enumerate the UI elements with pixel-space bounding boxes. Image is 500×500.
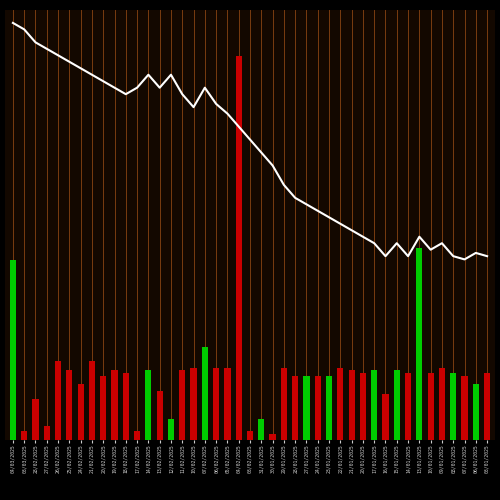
Bar xyxy=(122,372,129,440)
Bar xyxy=(100,376,106,440)
Bar xyxy=(428,372,434,440)
Bar xyxy=(337,368,344,440)
Bar xyxy=(21,430,28,440)
Bar xyxy=(66,370,72,440)
Bar xyxy=(247,430,253,440)
Bar xyxy=(439,368,445,440)
Bar xyxy=(258,419,264,440)
Bar xyxy=(304,376,310,440)
Bar xyxy=(78,384,84,440)
Bar xyxy=(472,384,479,440)
Bar xyxy=(146,370,152,440)
Bar xyxy=(462,376,468,440)
Bar xyxy=(326,376,332,440)
Bar xyxy=(292,376,298,440)
Bar xyxy=(484,372,490,440)
Bar xyxy=(314,376,321,440)
Bar xyxy=(213,368,219,440)
Bar xyxy=(202,347,208,440)
Bar xyxy=(236,56,242,440)
Bar xyxy=(112,370,117,440)
Bar xyxy=(450,372,456,440)
Bar xyxy=(32,400,38,440)
Bar xyxy=(224,368,230,440)
Bar xyxy=(394,370,400,440)
Bar xyxy=(134,430,140,440)
Bar xyxy=(89,361,95,440)
Bar xyxy=(55,361,61,440)
Bar xyxy=(371,370,378,440)
Bar xyxy=(281,368,287,440)
Bar xyxy=(168,419,174,440)
Bar xyxy=(348,370,354,440)
Bar xyxy=(416,248,422,440)
Bar xyxy=(156,391,163,440)
Bar xyxy=(405,372,411,440)
Bar xyxy=(10,260,16,440)
Bar xyxy=(44,426,50,440)
Bar xyxy=(382,394,388,440)
Bar xyxy=(179,370,186,440)
Bar xyxy=(360,372,366,440)
Bar xyxy=(270,434,276,440)
Bar xyxy=(190,368,196,440)
